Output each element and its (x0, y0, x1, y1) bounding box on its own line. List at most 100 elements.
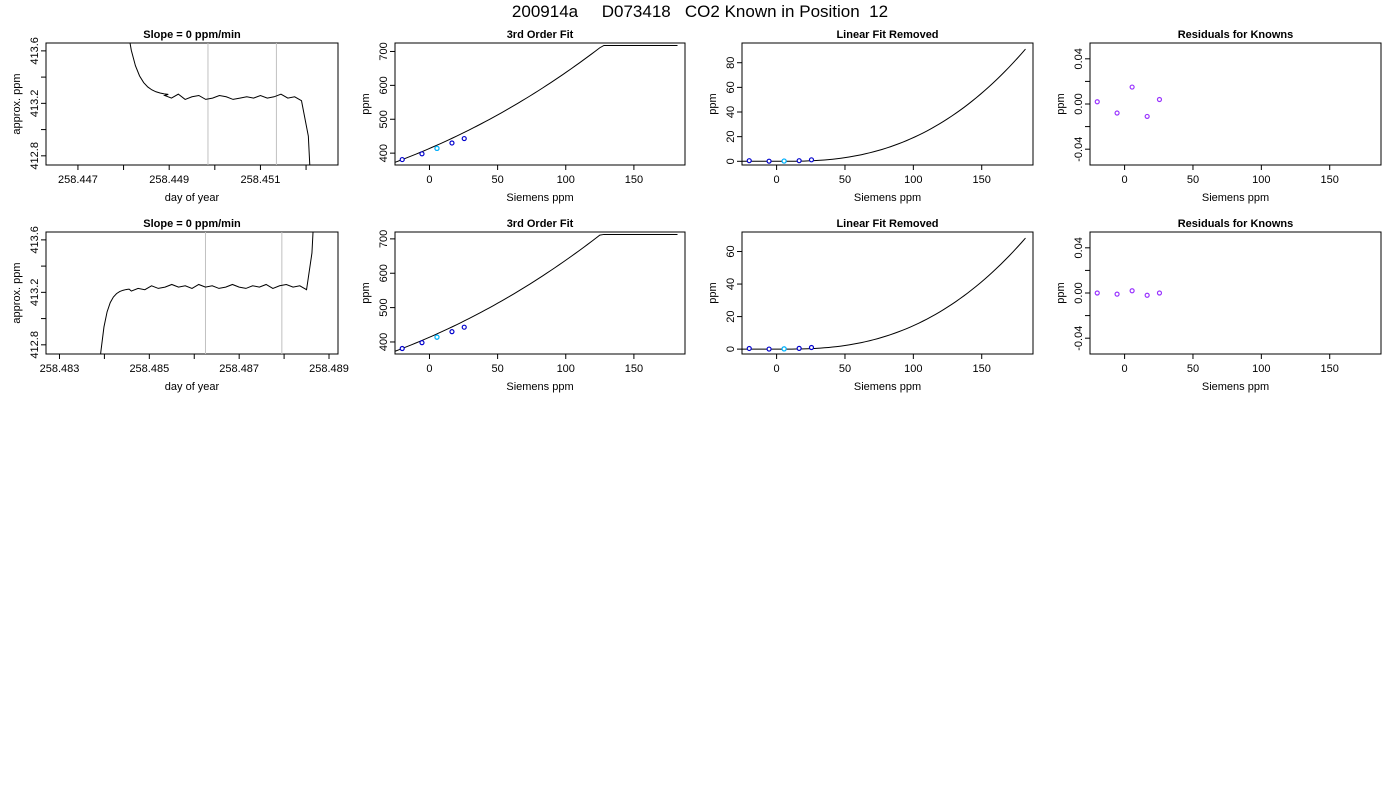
x-tick-label: 100 (1252, 363, 1270, 375)
data-point (1144, 113, 1150, 120)
panel-title: Slope = 0 ppm/min (143, 29, 241, 41)
y-axis-label: ppm (360, 282, 372, 303)
data-point (419, 151, 425, 157)
y-axis-label: ppm (707, 93, 719, 114)
x-tick-label: 258.483 (40, 363, 80, 375)
x-tick-label: 258.487 (219, 363, 259, 375)
series-line (129, 43, 311, 165)
y-tick-label: 700 (378, 42, 390, 60)
x-tick-label: 258.489 (309, 363, 349, 375)
x-tick-label: 50 (1187, 174, 1199, 186)
plot-frame (45, 231, 339, 355)
data-point (461, 324, 467, 330)
y-tick-label: 0.04 (1073, 48, 1085, 69)
x-tick-label: 150 (1321, 174, 1339, 186)
y-tick-label: 500 (378, 298, 390, 316)
x-axis-label: Siemens ppm (1202, 381, 1269, 393)
x-tick-label: 100 (904, 363, 922, 375)
data-point (796, 345, 802, 351)
y-tick-label: 60 (725, 245, 737, 257)
data-point (808, 344, 815, 351)
x-axis-label: Siemens ppm (506, 192, 573, 204)
y-axis-label: ppm (1055, 282, 1067, 303)
data-point (1156, 290, 1163, 296)
y-tick-label: 412.8 (29, 331, 41, 359)
plot-frame (741, 42, 1034, 166)
panel-2-4: Residuals for Knowns 0 50 100 150 Siemens ppm… (1055, 218, 1382, 393)
data-point (766, 158, 772, 164)
panel-1-1: Slope = 0 ppm/min 258.447 258.449 258.451 da… (11, 29, 339, 204)
x-tick-label: 258.449 (149, 174, 189, 186)
y-axis-label: approx. ppm (11, 73, 23, 134)
data-point (1094, 290, 1100, 296)
y-tick-label: 40 (725, 278, 737, 290)
y-tick-label: 60 (725, 81, 737, 93)
plot-frame (45, 42, 339, 166)
data-point (1129, 288, 1135, 294)
x-tick-label: 150 (625, 363, 643, 375)
plot-area (395, 44, 678, 163)
panel-title: Slope = 0 ppm/min (143, 218, 241, 230)
plot-area (129, 43, 311, 165)
y-tick-label: -0.04 (1073, 326, 1085, 351)
panel-2-1: Slope = 0 ppm/min 258.483 258.485 258.487 25… (11, 218, 349, 393)
y-tick-label: 20 (725, 310, 737, 322)
data-point (449, 140, 455, 146)
plot-area (1094, 288, 1163, 298)
x-tick-label: 50 (491, 174, 503, 186)
highlighted-point (434, 334, 440, 340)
data-point (449, 329, 455, 335)
x-tick-label: 150 (1321, 363, 1339, 375)
y-axis-label: ppm (360, 93, 372, 114)
x-axis-label: Siemens ppm (1202, 192, 1269, 204)
panel-title: 3rd Order Fit (507, 218, 574, 230)
plot-area (1094, 84, 1163, 120)
data-point (1114, 110, 1120, 116)
data-point (1144, 292, 1150, 298)
x-tick-label: 258.451 (241, 174, 281, 186)
figure-title: 200914a D073418 CO2 Known in Position 12 (511, 2, 889, 21)
fit-curve (742, 237, 1026, 350)
x-axis-label: day of year (165, 192, 220, 204)
x-tick-label: 100 (1252, 174, 1270, 186)
x-tick-label: 258.447 (58, 174, 98, 186)
highlighted-point (781, 346, 787, 352)
x-axis-label: Siemens ppm (854, 381, 921, 393)
x-tick-label: 0 (426, 174, 432, 186)
y-tick-label: 40 (725, 106, 737, 118)
fit-curve (742, 48, 1026, 162)
x-tick-label: 258.485 (129, 363, 169, 375)
y-tick-label: 400 (378, 333, 390, 351)
x-tick-label: 50 (491, 363, 503, 375)
y-axis-label: ppm (707, 282, 719, 303)
data-point (1156, 96, 1163, 103)
y-axis-label: ppm (1055, 93, 1067, 114)
y-tick-label: 0.00 (1073, 93, 1085, 114)
panel-1-4: Residuals for Knowns 0 50 100 150 Siemens ppm… (1055, 29, 1382, 204)
x-tick-label: 0 (426, 363, 432, 375)
data-point (808, 157, 815, 163)
fit-curve (395, 233, 678, 352)
y-tick-label: 413.2 (29, 90, 41, 118)
x-axis-label: Siemens ppm (506, 381, 573, 393)
data-point (1129, 84, 1135, 90)
plot-frame (1089, 231, 1382, 355)
highlighted-point (781, 158, 787, 164)
y-tick-label: 600 (378, 76, 390, 94)
x-tick-label: 100 (904, 174, 922, 186)
x-tick-label: 50 (839, 174, 851, 186)
fit-curve (395, 44, 678, 163)
plot-area (742, 237, 1026, 352)
plot-area (395, 233, 678, 352)
plot-frame (394, 231, 686, 355)
x-tick-label: 50 (839, 363, 851, 375)
data-point (746, 158, 752, 164)
x-tick-label: 100 (557, 363, 575, 375)
highlighted-point (434, 145, 440, 151)
data-point (766, 346, 772, 352)
panel-title: Residuals for Knowns (1178, 29, 1294, 41)
x-axis-label: Siemens ppm (854, 192, 921, 204)
y-tick-label: 20 (725, 131, 737, 143)
y-tick-label: 412.8 (29, 142, 41, 170)
x-tick-label: 100 (557, 174, 575, 186)
